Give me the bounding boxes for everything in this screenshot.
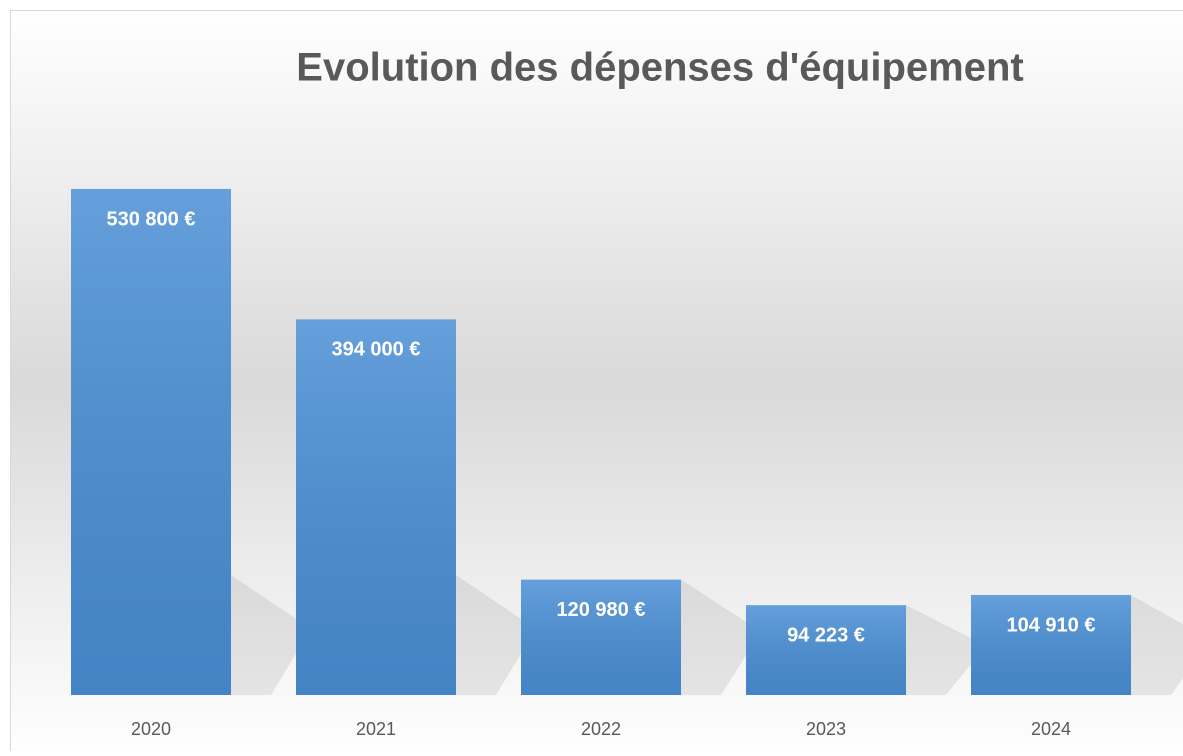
x-tick-label: 2022: [581, 719, 621, 739]
x-tick-label: 2023: [806, 719, 846, 739]
bar-shade: [71, 189, 231, 695]
value-label: 94 223 €: [787, 624, 865, 646]
value-label: 530 800 €: [107, 208, 196, 230]
x-tick-label: 2020: [131, 719, 171, 739]
bar-shade: [746, 605, 906, 695]
chart-title: Evolution des dépenses d'équipement: [296, 46, 1023, 90]
value-label: 394 000 €: [332, 339, 421, 361]
value-label: 104 910 €: [1007, 614, 1096, 636]
x-tick-label: 2024: [1031, 719, 1071, 739]
bar-shade: [296, 319, 456, 695]
bar-shade: [971, 595, 1131, 695]
bar-shade: [521, 580, 681, 695]
x-tick-label: 2021: [356, 719, 396, 739]
value-label: 120 980 €: [557, 599, 646, 621]
